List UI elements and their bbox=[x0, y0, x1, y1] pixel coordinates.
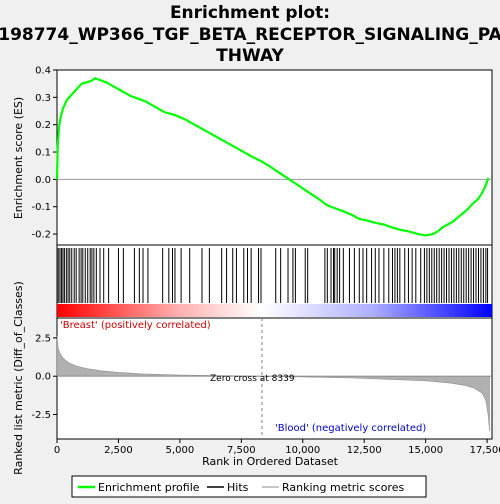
metric-ytick-label: 0.0 bbox=[35, 372, 51, 383]
enrichment-profile-line bbox=[55, 76, 490, 237]
metric-ytick-label: 2.5 bbox=[35, 333, 51, 344]
es-ytick-label: 0.4 bbox=[35, 66, 51, 77]
es-ytick-label: 0.0 bbox=[35, 175, 51, 186]
metric-xtick-label: 17,500 bbox=[470, 445, 500, 456]
metric-xtick-label: 2,500 bbox=[104, 445, 133, 456]
metric-layer: 2.5 0.0 -2.5 0 2,500 5,000 7,500 10,000 12,500 15… bbox=[31, 318, 500, 456]
es-panel bbox=[56, 69, 493, 246]
legend-metric: Ranking metric scores bbox=[282, 481, 404, 494]
metric-xtick-label: 12,500 bbox=[347, 445, 382, 456]
metric-ylabel: Ranked list metric (Diff_of_Classes) bbox=[12, 281, 25, 475]
es-ytick-label: -0.1 bbox=[31, 202, 51, 213]
es-ytick-label: 0.1 bbox=[35, 148, 51, 159]
ranking-gradient-strip bbox=[57, 304, 492, 317]
hits-layer bbox=[57, 248, 489, 303]
title-line-2: 198774_WP366_TGF_BETA_RECEPTOR_SIGNALING… bbox=[0, 25, 500, 45]
positive-label: 'Breast' (positively correlated) bbox=[60, 320, 211, 331]
negative-label: 'Blood' (negatively correlated) bbox=[275, 423, 426, 434]
metric-xtick-label: 5,000 bbox=[166, 445, 195, 456]
legend-profile: Enrichment profile bbox=[98, 481, 200, 494]
es-ytick-label: -0.2 bbox=[31, 230, 51, 241]
es-layer: 0.4 0.3 0.2 0.1 0.0 -0.1 -0.2 bbox=[31, 66, 492, 241]
metric-xtick-label: 15,000 bbox=[408, 445, 443, 456]
title-line-1: Enrichment plot: bbox=[170, 3, 330, 23]
metric-xtick-label: 10,000 bbox=[285, 445, 320, 456]
metric-xlabel: Rank in Ordered Dataset bbox=[202, 455, 339, 468]
title-line-3: THWAY bbox=[216, 46, 284, 66]
es-ylabel: Enrichment score (ES) bbox=[12, 97, 25, 219]
es-ytick-label: 0.2 bbox=[35, 120, 51, 131]
metric-ytick-label: -2.5 bbox=[31, 410, 51, 421]
metric-xtick-label: 7,500 bbox=[227, 445, 256, 456]
legend-box bbox=[71, 475, 427, 498]
legend-hits: Hits bbox=[227, 481, 249, 494]
zero-cross-label: Zero cross at 8339 bbox=[210, 374, 295, 384]
es-ytick-label: 0.3 bbox=[35, 93, 51, 104]
metric-xtick-label: 0 bbox=[54, 445, 60, 456]
